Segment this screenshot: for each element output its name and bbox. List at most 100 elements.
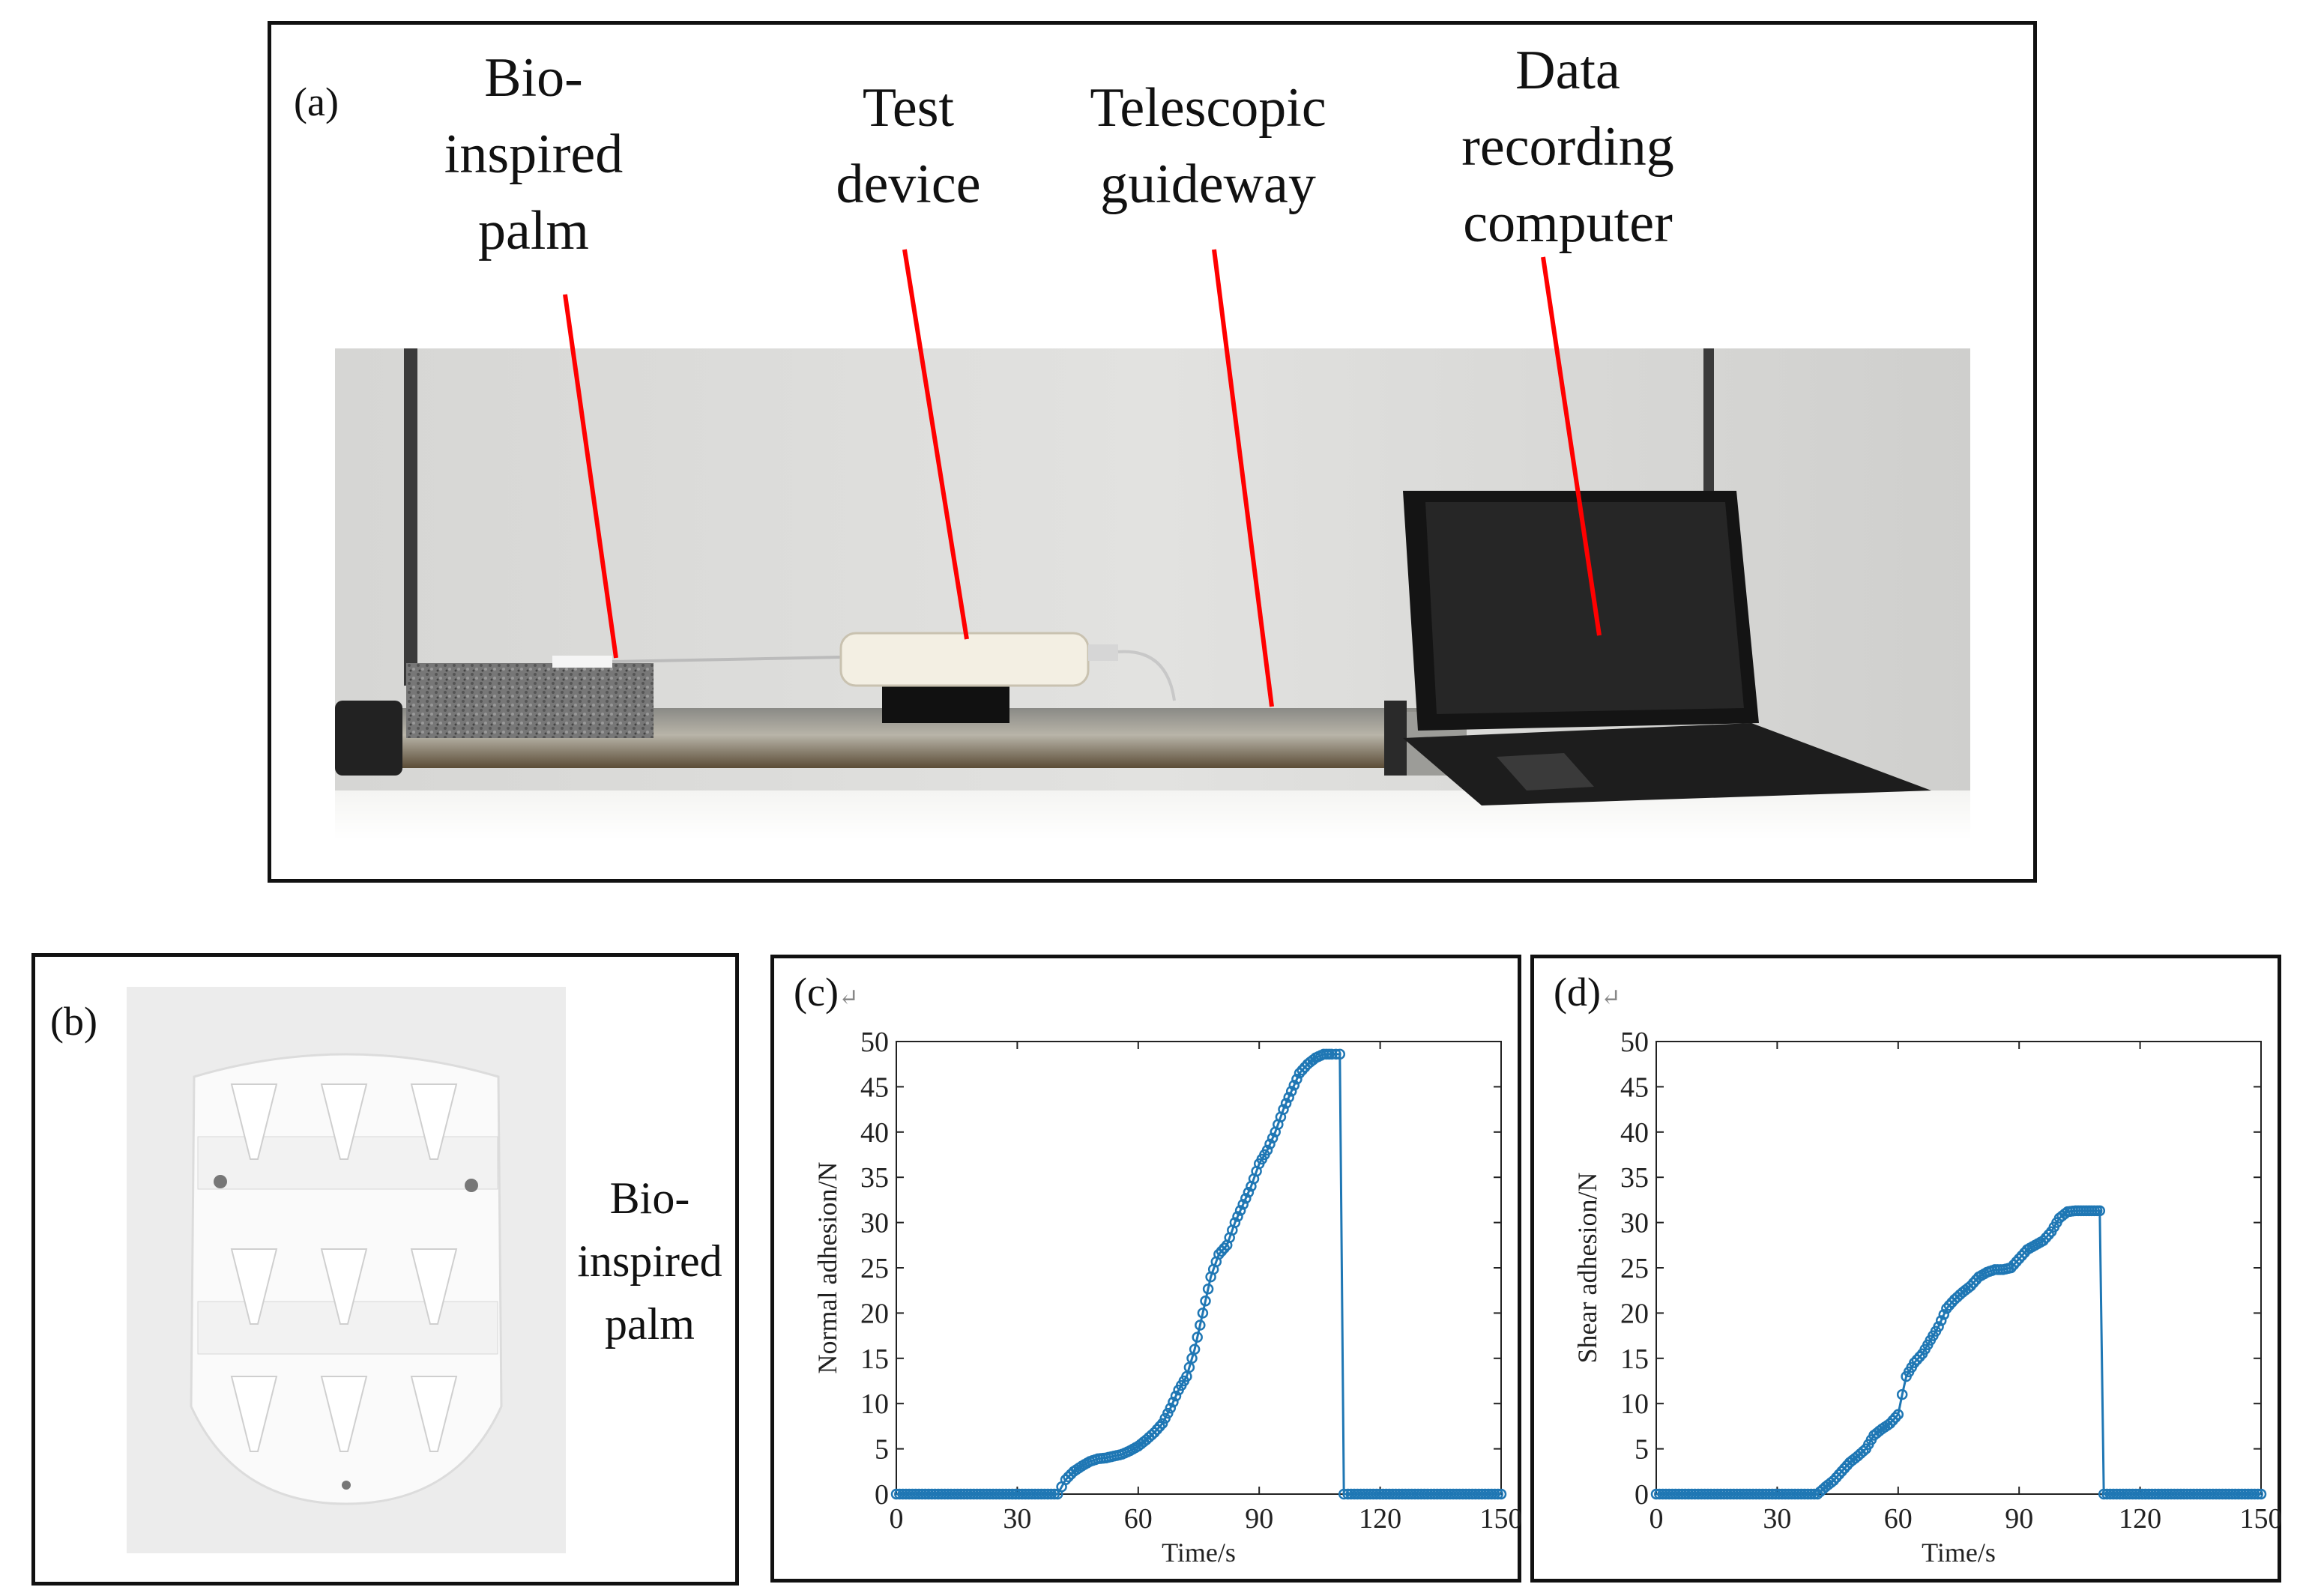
pointer-palm (563, 294, 618, 659)
x-tick-label: 60 (1124, 1503, 1153, 1535)
data-point (1216, 1245, 1228, 1257)
data-point (2013, 1253, 2025, 1265)
return-mark: ↵ (838, 984, 859, 1011)
panel-a-tag: (a) (294, 79, 339, 124)
pointer-device (902, 249, 969, 640)
data-point (1889, 1412, 1901, 1423)
y-axis-label: Normal adhesion/N (812, 1162, 842, 1374)
data-point (2094, 1205, 2106, 1217)
pointer-lines (563, 249, 1602, 707)
return-mark: ↵ (1600, 984, 1621, 1011)
frame-post-right (1703, 348, 1714, 491)
data-point (1170, 1390, 1182, 1402)
data-point (1489, 1488, 1500, 1500)
data-point (1165, 1402, 1177, 1414)
y-tick-label: 20 (860, 1298, 889, 1329)
claw (410, 1376, 458, 1452)
x-tick-label: 0 (890, 1503, 904, 1535)
data-point (1202, 1283, 1214, 1295)
data-point (1935, 1315, 1947, 1326)
data-point (2255, 1488, 2267, 1500)
claw (230, 1376, 278, 1452)
data-point (1330, 1048, 1341, 1060)
data-point (2005, 1262, 2017, 1274)
screw (342, 1481, 351, 1490)
laptop-touchpad (1497, 753, 1594, 791)
x-tick-label: 90 (1245, 1503, 1273, 1535)
claw (320, 1376, 368, 1452)
claw (410, 1083, 458, 1160)
data-point (1219, 1242, 1230, 1254)
label-line: Data (1515, 40, 1620, 101)
y-tick-label: 15 (860, 1343, 889, 1375)
device-connector (1088, 644, 1118, 661)
label-line: recording (1461, 116, 1674, 178)
data-point (1048, 1488, 1060, 1500)
data-point (1162, 1407, 1174, 1419)
data-point (1297, 1065, 1308, 1076)
data-point (1838, 1463, 1850, 1475)
label-test-device: Test device (811, 70, 1006, 223)
panel-c-tag-text: (c) (794, 970, 839, 1015)
panel-c-frame: (c)↵ 0 5 10 15 20 25 30 35 40 45 50 0 30 60 90 120 150 Ti… (770, 955, 1521, 1583)
data-point (1288, 1080, 1300, 1091)
data-point (1808, 1488, 1820, 1500)
granite-block (406, 663, 654, 738)
data-point (1334, 1048, 1346, 1060)
panel-d-tag: (d)↵ (1554, 969, 1621, 1015)
data-point (1237, 1199, 1249, 1210)
data-point (1240, 1193, 1252, 1204)
label-line: computer (1463, 193, 1673, 254)
claw (410, 1248, 458, 1325)
data-point (1278, 1104, 1289, 1115)
data-point (1146, 1429, 1157, 1441)
data-point (1492, 1488, 1503, 1500)
label-data-recording-computer: Data recording computer (1410, 32, 1725, 262)
data-point (2043, 1229, 2054, 1240)
data-point (1828, 1475, 1839, 1487)
claw (320, 1248, 368, 1325)
data-point (1063, 1471, 1074, 1483)
y-tick-label: 10 (1620, 1388, 1649, 1420)
data-point (1965, 1280, 1976, 1292)
y-tick-label: 20 (1620, 1298, 1649, 1329)
data-point (1892, 1409, 1904, 1420)
data-point (1195, 1320, 1206, 1331)
data-point (1307, 1054, 1319, 1065)
data-point (1154, 1421, 1165, 1433)
label-line: device (836, 154, 981, 215)
pointer-guideway (1212, 249, 1274, 707)
data-point (1857, 1445, 1869, 1457)
data-point (1338, 1488, 1350, 1500)
data-point (1887, 1415, 1898, 1426)
data-point (1896, 1388, 1908, 1400)
label-telescopic-guideway: Telescopic guideway (1051, 70, 1365, 223)
data-point (1285, 1086, 1297, 1097)
data-point (1911, 1354, 1923, 1366)
panel-b-frame: (b) Bio- inspire (31, 953, 739, 1586)
data-point (1192, 1331, 1203, 1343)
table-surface (335, 791, 1970, 840)
y-axis-label: Shear adhesion/N (1572, 1173, 1602, 1364)
x-tick-label: 30 (1763, 1503, 1791, 1535)
panel-d-tag-text: (d) (1554, 970, 1601, 1015)
data-point (1189, 1343, 1201, 1355)
plot-area (1655, 1041, 2262, 1495)
data-point (1234, 1205, 1246, 1216)
label-line: Telescopic (1090, 77, 1326, 139)
data-point (1914, 1351, 1925, 1363)
data-point (1156, 1418, 1168, 1430)
label-line: palm (605, 1299, 695, 1349)
series-line (896, 1053, 1501, 1496)
label-line: guideway (1100, 154, 1316, 215)
pointer-computer (1541, 256, 1602, 636)
y-tick-label: 40 (1620, 1117, 1649, 1149)
data-point (1229, 1217, 1241, 1228)
chart-shear-adhesion: 0 5 10 15 20 25 30 35 40 45 50 0 30 60 90 120 150 Time/s S… (1572, 1027, 2281, 1568)
setup-photo (335, 348, 1970, 840)
y-tick-label: 5 (1635, 1434, 1649, 1466)
data-point (1232, 1211, 1243, 1222)
panel-a-frame: (a) (268, 21, 2037, 883)
y-tick-label: 5 (875, 1434, 889, 1466)
data-point (1943, 1300, 1955, 1311)
